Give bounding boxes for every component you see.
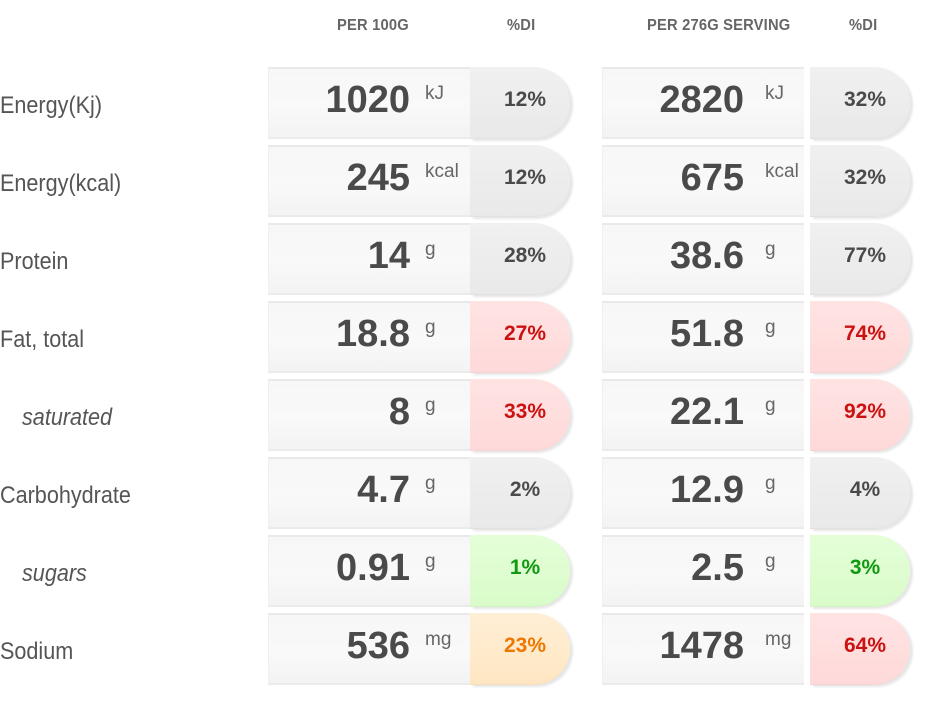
value-number: 4.7 — [357, 469, 410, 511]
di-badge-per-100g: 28% — [470, 223, 570, 295]
value-unit: g — [765, 551, 776, 572]
di-badge-per-100g: 1% — [470, 535, 570, 607]
value-number: 1020 — [325, 79, 410, 121]
row-label: sugars — [22, 560, 87, 587]
di-badge-per-serving: 74% — [810, 301, 910, 373]
value-number: 12.9 — [670, 469, 744, 511]
di-badge-per-100g: 12% — [470, 67, 570, 139]
header-per-serving: PER 276G SERVING — [647, 17, 791, 34]
value-cell-per-serving: 38.6 g — [602, 223, 804, 295]
di-badge-per-100g: 23% — [470, 613, 570, 685]
di-percent: 27% — [503, 322, 547, 345]
di-percent: 3% — [849, 556, 881, 579]
di-badge-per-100g: 2% — [470, 457, 570, 529]
di-badge-per-100g: 12% — [470, 145, 570, 217]
value-cell-per-100g: 18.8 g — [268, 301, 472, 373]
value-cell-per-serving: 2820 kJ — [602, 67, 804, 139]
row-label: Energy(Kj) — [0, 92, 103, 119]
header-di-serving: %DI — [849, 17, 878, 34]
row-label: Fat, total — [0, 326, 85, 353]
di-percent: 28% — [503, 244, 547, 267]
value-unit: g — [765, 395, 776, 416]
di-percent: 2% — [509, 478, 541, 501]
value-number: 536 — [346, 625, 410, 667]
di-percent: 32% — [843, 88, 887, 111]
di-percent: 12% — [503, 166, 547, 189]
di-percent: 74% — [843, 322, 887, 345]
value-unit: g — [425, 551, 436, 572]
value-number: 8 — [388, 391, 410, 433]
header-di-100g: %DI — [507, 17, 536, 34]
value-number: 18.8 — [336, 313, 410, 355]
value-cell-per-100g: 0.91 g — [268, 535, 472, 607]
value-cell-per-100g: 4.7 g — [268, 457, 472, 529]
value-unit: kcal — [425, 161, 459, 182]
row-label: Energy(kcal) — [0, 170, 122, 197]
value-unit: kcal — [765, 161, 799, 182]
di-badge-per-serving: 32% — [810, 145, 910, 217]
value-cell-per-serving: 51.8 g — [602, 301, 804, 373]
row-label: Carbohydrate — [0, 482, 131, 509]
di-badge-per-serving: 32% — [810, 67, 910, 139]
value-number: 22.1 — [670, 391, 744, 433]
di-percent: 32% — [843, 166, 887, 189]
di-badge-per-serving: 64% — [810, 613, 910, 685]
value-unit: g — [765, 239, 776, 260]
value-cell-per-serving: 12.9 g — [602, 457, 804, 529]
value-number: 38.6 — [670, 235, 744, 277]
value-number: 245 — [346, 157, 410, 199]
value-cell-per-100g: 14 g — [268, 223, 472, 295]
header-per-100g: PER 100G — [337, 17, 409, 34]
value-cell-per-serving: 1478 mg — [602, 613, 804, 685]
row-label: saturated — [22, 404, 113, 431]
di-badge-per-serving: 3% — [810, 535, 910, 607]
di-badge-per-serving: 92% — [810, 379, 910, 451]
value-number: 14 — [367, 235, 410, 277]
value-unit: g — [425, 239, 436, 260]
value-cell-per-100g: 1020 kJ — [268, 67, 472, 139]
value-cell-per-100g: 245 kcal — [268, 145, 472, 217]
value-unit: g — [425, 395, 436, 416]
value-unit: g — [425, 317, 436, 338]
di-percent: 4% — [849, 478, 881, 501]
di-percent: 77% — [843, 244, 887, 267]
di-percent: 23% — [503, 634, 547, 657]
value-unit: g — [425, 473, 436, 494]
value-unit: g — [765, 317, 776, 338]
row-label: Protein — [0, 248, 69, 275]
di-badge-per-100g: 27% — [470, 301, 570, 373]
value-number: 51.8 — [670, 313, 744, 355]
row-label: Sodium — [0, 638, 74, 665]
value-unit: mg — [765, 629, 792, 650]
value-number: 0.91 — [336, 547, 410, 589]
di-percent: 92% — [843, 400, 887, 423]
value-number: 675 — [680, 157, 744, 199]
value-cell-per-serving: 2.5 g — [602, 535, 804, 607]
value-unit: kJ — [765, 83, 784, 104]
value-number: 2.5 — [691, 547, 744, 589]
di-percent: 33% — [503, 400, 547, 423]
value-number: 1478 — [659, 625, 744, 667]
di-percent: 64% — [843, 634, 887, 657]
value-cell-per-100g: 536 mg — [268, 613, 472, 685]
di-badge-per-serving: 77% — [810, 223, 910, 295]
di-percent: 12% — [503, 88, 547, 111]
di-badge-per-serving: 4% — [810, 457, 910, 529]
value-unit: kJ — [425, 83, 444, 104]
value-number: 2820 — [659, 79, 744, 121]
di-badge-per-100g: 33% — [470, 379, 570, 451]
value-unit: g — [765, 473, 776, 494]
value-cell-per-serving: 22.1 g — [602, 379, 804, 451]
di-percent: 1% — [509, 556, 541, 579]
value-cell-per-serving: 675 kcal — [602, 145, 804, 217]
value-unit: mg — [425, 629, 452, 650]
